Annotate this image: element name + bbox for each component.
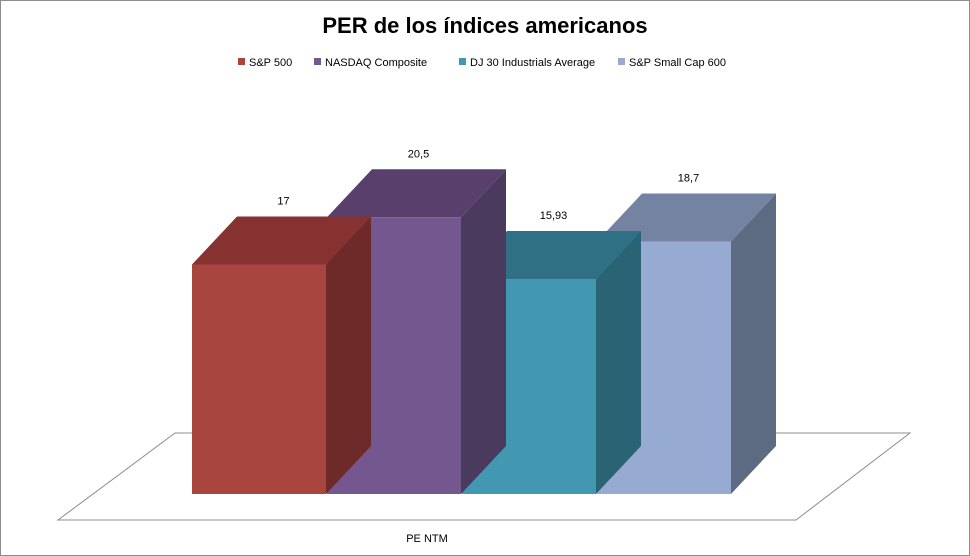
legend-label-dj-30-industrials-average: DJ 30 Industrials Average [470,57,595,69]
bar-top-sandp-small-cap-600 [597,193,776,242]
bar-sandp-500 [192,216,371,494]
data-label-nasdaq-composite: 20,5 [408,148,429,160]
bar-side-sandp-small-cap-600 [731,193,776,495]
bar-side-sandp-500 [326,216,371,494]
legend-swatch-nasdaq-composite [314,58,321,65]
bar-top-dj-30-industrials-average [462,230,641,279]
category-label: PE NTM [406,533,448,545]
legend-swatch-sandp-500 [238,58,245,65]
data-labels-group: 18,7 15,93 20,5 17 [277,148,699,222]
legend-label-sandp-500: S&P 500 [249,57,292,69]
data-label-dj-30-industrials-average: 15,93 [540,210,568,222]
legend-label-nasdaq-composite: NASDAQ Composite [325,57,427,69]
legend-swatch-dj-30-industrials-average [459,58,466,65]
bar-front-sandp-500 [192,264,326,494]
legend: S&P 500 NASDAQ Composite DJ 30 Industrials… [238,57,726,69]
bars-group [192,169,776,495]
bar-top-sandp-500 [192,216,371,265]
bar-top-nasdaq-composite [327,169,506,218]
chart-title: PER de los índices americanos [322,13,647,38]
legend-swatch-sandp-small-cap-600 [618,58,625,65]
data-label-sandp-small-cap-600: 18,7 [678,173,699,185]
data-label-sandp-500: 17 [277,196,289,208]
bar-side-nasdaq-composite [461,169,506,494]
bar-side-dj-30-industrials-average [596,230,641,494]
legend-label-sandp-small-cap-600: S&P Small Cap 600 [629,57,726,69]
